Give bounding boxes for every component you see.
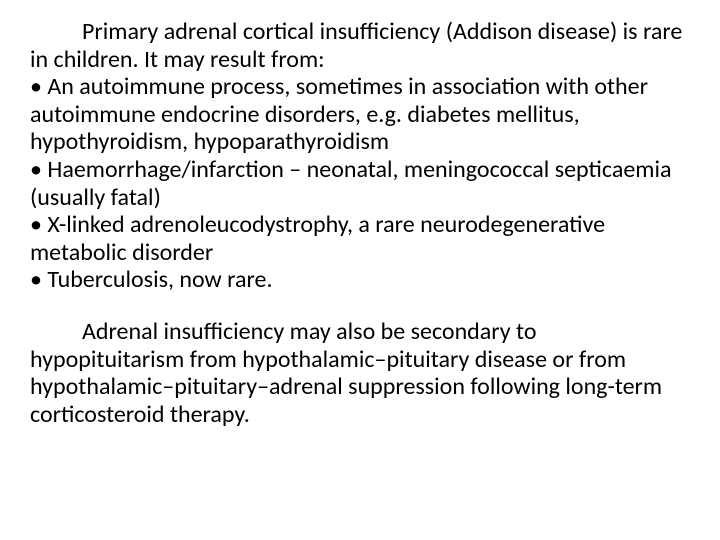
slide-body: Primary adrenal cortical insufficiency (…	[0, 0, 720, 540]
bullet-autoimmune: • An autoimmune process, sometimes in as…	[30, 73, 690, 156]
bullet-xlinked: • X-linked adrenoleucodystrophy, a rare …	[30, 211, 690, 266]
spacer	[30, 294, 690, 318]
bullet-tuberculosis: • Tuberculosis, now rare.	[30, 266, 690, 294]
bullet-haemorrhage: • Haemorrhage/infarction – neonatal, men…	[30, 156, 690, 211]
paragraph-intro: Primary adrenal cortical insufficiency (…	[30, 18, 690, 73]
paragraph-secondary: Adrenal insufficiency may also be second…	[30, 318, 690, 428]
